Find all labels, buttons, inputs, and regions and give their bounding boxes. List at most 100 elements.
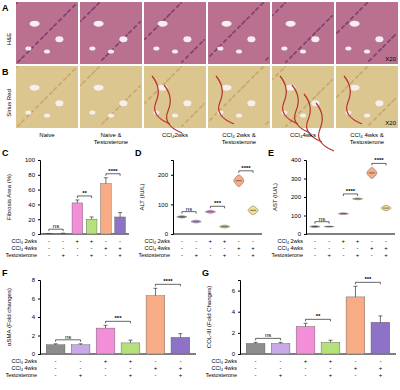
vessel bbox=[25, 47, 31, 51]
texture-dot bbox=[171, 11, 173, 13]
texture-dot bbox=[374, 118, 376, 120]
bar bbox=[58, 233, 69, 234]
texture-dot bbox=[322, 88, 324, 90]
y-axis-title: αSMA (Fold changes) bbox=[6, 288, 12, 346]
texture-dot bbox=[314, 96, 316, 98]
tick: 0 bbox=[232, 351, 240, 357]
tick-label: 2 bbox=[232, 330, 236, 336]
texture-dot bbox=[65, 13, 67, 15]
texture-dot bbox=[185, 57, 187, 59]
image-background bbox=[144, 66, 206, 128]
condition-label: CCl₄ 4wks bbox=[12, 245, 38, 251]
tick-label: 20 bbox=[28, 217, 35, 223]
texture-dot bbox=[284, 66, 286, 68]
condition-sign: - bbox=[224, 245, 226, 251]
texture-dot bbox=[98, 66, 100, 68]
texture-dot bbox=[130, 30, 132, 32]
texture-dot bbox=[307, 39, 309, 41]
texture-dot bbox=[394, 34, 396, 36]
condition-sign: - bbox=[179, 358, 181, 364]
texture-dot bbox=[60, 82, 62, 84]
texture-dot bbox=[129, 31, 131, 33]
texture-dot bbox=[214, 114, 216, 116]
condition-sign: - bbox=[105, 238, 107, 244]
texture-dot bbox=[130, 94, 132, 96]
tick-mark bbox=[38, 280, 40, 281]
texture-dot bbox=[138, 22, 140, 24]
error-bar bbox=[105, 178, 106, 184]
condition-label: CCl₄ 4wks bbox=[145, 245, 171, 251]
texture-dot bbox=[191, 115, 193, 117]
condition-label: CCl₄ 4wks bbox=[212, 365, 238, 371]
texture-dot bbox=[41, 101, 43, 103]
significance-bracket bbox=[210, 206, 224, 208]
texture-dot bbox=[262, 66, 264, 68]
texture-dot bbox=[355, 13, 357, 15]
texture-dot bbox=[328, 82, 330, 84]
condition-label: CCl₄ 4wks bbox=[12, 365, 38, 371]
texture-dot bbox=[182, 124, 184, 126]
texture-dot bbox=[129, 95, 131, 97]
condition-sign: + bbox=[251, 252, 255, 258]
texture-dot bbox=[105, 55, 107, 57]
tick: 0 bbox=[298, 231, 306, 237]
significance-label: ns bbox=[186, 206, 192, 212]
texture-dot bbox=[246, 82, 248, 84]
vessel bbox=[108, 50, 114, 54]
texture-dot bbox=[345, 87, 347, 89]
tick: 100 bbox=[291, 213, 306, 219]
condition-sign: + bbox=[329, 372, 333, 378]
significance-bracket bbox=[343, 194, 357, 196]
texture-dot bbox=[186, 56, 188, 58]
texture-dot bbox=[84, 80, 86, 82]
condition-sign: + bbox=[129, 358, 133, 364]
texture-dot bbox=[337, 95, 339, 97]
texture-dot bbox=[345, 23, 347, 25]
texture-dot bbox=[286, 60, 288, 62]
stain-label: Sirius Red bbox=[6, 89, 12, 117]
texture-dot bbox=[328, 18, 330, 20]
condition-sign: + bbox=[251, 245, 255, 251]
vessel bbox=[30, 85, 40, 91]
vessel bbox=[25, 111, 31, 115]
panel-letter: F bbox=[2, 268, 8, 278]
vessel bbox=[350, 85, 360, 91]
texture-dot bbox=[64, 78, 66, 80]
image-background bbox=[208, 66, 270, 128]
panel-letter: D bbox=[135, 148, 142, 158]
texture-dot bbox=[294, 52, 296, 54]
texture-dot bbox=[49, 93, 51, 95]
vessel bbox=[217, 47, 223, 51]
texture-dot bbox=[318, 92, 320, 94]
texture-dot bbox=[394, 98, 396, 100]
texture-dot bbox=[364, 4, 366, 6]
texture-dot bbox=[265, 59, 267, 61]
texture-dot bbox=[116, 44, 118, 46]
texture-dot bbox=[326, 20, 328, 22]
bar bbox=[171, 337, 190, 354]
texture-dot bbox=[252, 76, 254, 78]
condition-sign: - bbox=[354, 372, 356, 378]
texture-dot bbox=[58, 84, 60, 86]
texture-dot bbox=[215, 113, 217, 115]
texture-dot bbox=[91, 9, 93, 11]
texture-dot bbox=[166, 80, 168, 82]
texture-dot bbox=[267, 121, 269, 123]
condition-sign: - bbox=[209, 245, 211, 251]
texture-dot bbox=[232, 96, 234, 98]
texture-dot bbox=[23, 119, 25, 121]
x-axis-line bbox=[173, 234, 262, 235]
condition-sign: + bbox=[194, 252, 198, 258]
texture-dot bbox=[82, 82, 84, 84]
texture-dot bbox=[374, 54, 376, 56]
tick-mark bbox=[171, 204, 173, 205]
collagen-strand bbox=[164, 85, 182, 133]
texture-dot bbox=[128, 32, 130, 34]
texture-dot bbox=[214, 50, 216, 52]
condition-sign: - bbox=[314, 238, 316, 244]
error-bar bbox=[180, 334, 181, 338]
texture-dot bbox=[32, 46, 34, 48]
bar bbox=[246, 343, 265, 354]
texture-dot bbox=[327, 83, 329, 85]
condition-sign: + bbox=[279, 372, 283, 378]
